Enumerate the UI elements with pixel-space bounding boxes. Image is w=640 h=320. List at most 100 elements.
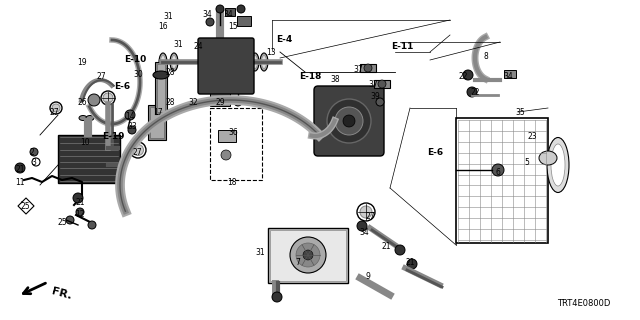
Circle shape <box>208 48 244 84</box>
Bar <box>150 107 164 138</box>
Text: 21: 21 <box>405 258 415 267</box>
Text: 19: 19 <box>77 58 87 67</box>
Circle shape <box>214 54 238 78</box>
Text: 9: 9 <box>365 272 371 281</box>
Circle shape <box>357 221 367 231</box>
Circle shape <box>216 5 224 13</box>
Text: 5: 5 <box>525 158 529 167</box>
Bar <box>374 80 390 88</box>
Ellipse shape <box>547 138 569 193</box>
Circle shape <box>395 245 405 255</box>
Text: 12: 12 <box>76 210 84 219</box>
Text: 24: 24 <box>193 42 203 51</box>
Text: 37: 37 <box>353 65 363 74</box>
Text: 16: 16 <box>158 22 168 31</box>
FancyBboxPatch shape <box>314 86 384 156</box>
Text: 2: 2 <box>29 148 35 157</box>
Text: 11: 11 <box>15 178 25 187</box>
Ellipse shape <box>253 55 257 68</box>
Circle shape <box>296 243 320 267</box>
Text: 22: 22 <box>458 72 468 81</box>
Ellipse shape <box>172 55 177 68</box>
Text: 27: 27 <box>49 108 59 117</box>
Bar <box>218 130 236 142</box>
Bar <box>148 105 166 140</box>
Ellipse shape <box>132 145 143 156</box>
Text: 22: 22 <box>470 88 480 97</box>
Circle shape <box>15 163 25 173</box>
Text: 34: 34 <box>359 228 369 237</box>
Text: 29: 29 <box>215 98 225 107</box>
Text: TRT4E0800D: TRT4E0800D <box>557 299 610 308</box>
Circle shape <box>221 150 231 160</box>
Text: 31: 31 <box>163 12 173 21</box>
Text: E-6: E-6 <box>114 82 130 91</box>
Bar <box>504 70 516 78</box>
Circle shape <box>492 164 504 176</box>
Text: E-11: E-11 <box>391 42 413 51</box>
Text: E-6: E-6 <box>427 148 443 157</box>
Circle shape <box>467 87 477 97</box>
Text: 21: 21 <box>15 165 25 174</box>
Text: 25: 25 <box>20 202 30 211</box>
Ellipse shape <box>103 93 113 103</box>
Ellipse shape <box>360 206 372 218</box>
Ellipse shape <box>262 55 266 68</box>
Bar <box>270 230 346 281</box>
Text: 21: 21 <box>76 198 84 207</box>
Circle shape <box>30 148 38 156</box>
Text: 13: 13 <box>266 48 276 57</box>
Text: 27: 27 <box>96 72 106 81</box>
Text: 23: 23 <box>527 132 537 141</box>
Circle shape <box>407 259 417 269</box>
Text: 30: 30 <box>133 70 143 79</box>
Text: 18: 18 <box>227 178 237 187</box>
Circle shape <box>221 61 231 71</box>
Bar <box>268 228 348 283</box>
Circle shape <box>206 18 214 26</box>
Text: 27: 27 <box>132 148 142 157</box>
Text: 17: 17 <box>153 108 163 117</box>
Text: 34: 34 <box>202 10 212 19</box>
Bar <box>237 16 251 26</box>
Text: 38: 38 <box>330 75 340 84</box>
Text: 36: 36 <box>228 128 238 137</box>
Bar <box>225 8 235 16</box>
Text: 28: 28 <box>165 68 175 77</box>
Text: 32: 32 <box>188 98 198 107</box>
Ellipse shape <box>86 116 94 121</box>
Ellipse shape <box>251 53 259 71</box>
Text: E-18: E-18 <box>299 72 321 81</box>
Ellipse shape <box>539 151 557 165</box>
Text: E-19: E-19 <box>102 132 124 141</box>
Ellipse shape <box>260 53 268 71</box>
Circle shape <box>290 237 326 273</box>
Text: FR.: FR. <box>50 286 72 301</box>
Text: 34: 34 <box>503 72 513 81</box>
Text: 33: 33 <box>127 122 137 131</box>
Text: 15: 15 <box>228 22 238 31</box>
Bar <box>58 135 120 183</box>
Circle shape <box>88 221 96 229</box>
Circle shape <box>376 98 384 106</box>
Text: E-10: E-10 <box>124 55 146 64</box>
Ellipse shape <box>52 104 60 112</box>
Text: 27: 27 <box>365 212 375 221</box>
Text: 37: 37 <box>368 80 378 89</box>
Circle shape <box>463 70 473 80</box>
Ellipse shape <box>153 71 169 79</box>
Ellipse shape <box>79 116 87 121</box>
Bar <box>155 62 167 114</box>
Text: 26: 26 <box>77 98 87 107</box>
Text: 6: 6 <box>495 168 500 177</box>
Circle shape <box>234 98 242 106</box>
Text: 3: 3 <box>31 158 36 167</box>
Text: 31: 31 <box>255 248 265 257</box>
Ellipse shape <box>551 144 565 186</box>
Circle shape <box>237 5 245 13</box>
Text: 28: 28 <box>165 98 175 107</box>
Circle shape <box>303 250 313 260</box>
Circle shape <box>88 94 100 106</box>
Text: 31: 31 <box>173 40 183 49</box>
Text: 10: 10 <box>80 138 90 147</box>
